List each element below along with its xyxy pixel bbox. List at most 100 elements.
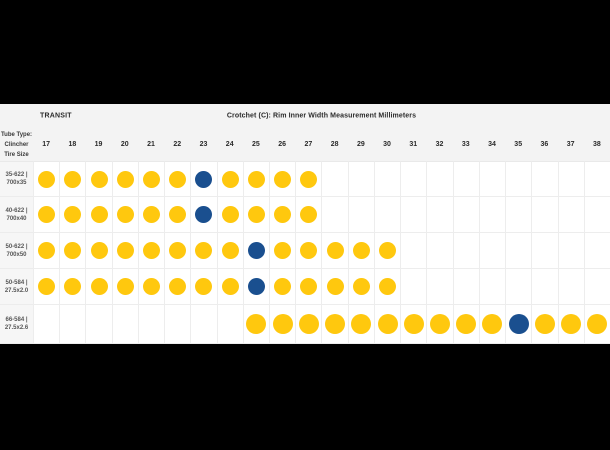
yellow-dot — [90, 170, 108, 188]
compat-cell-27 — [295, 233, 322, 269]
table-row: 50-584 | 27.5x2.0 — [0, 269, 610, 305]
compat-cell-21 — [137, 305, 165, 344]
compat-cell-33 — [452, 197, 479, 233]
compat-cell-19 — [85, 269, 112, 305]
column-header-24: 24 — [225, 141, 234, 148]
yellow-dot — [326, 278, 344, 295]
yellow-dot — [274, 242, 292, 259]
yellow-dot — [90, 206, 108, 223]
yellow-dot — [116, 278, 134, 295]
column-header-22: 22 — [173, 141, 182, 148]
compat-cell-27 — [295, 269, 322, 305]
yellow-dot — [326, 242, 344, 259]
corner-label: Tube Type: Clincher Tire Size — [0, 128, 33, 161]
compat-cell-34 — [478, 233, 506, 269]
yellow-dot — [352, 278, 370, 295]
yellow-dot — [116, 206, 134, 223]
compat-cell-24 — [216, 233, 243, 269]
compat-cell-18 — [59, 161, 86, 197]
yellow-dot — [116, 242, 134, 259]
compat-cell-20 — [111, 161, 138, 197]
blue-dot — [247, 242, 265, 259]
compat-cell-35 — [505, 161, 532, 197]
compat-cell-35 — [505, 233, 532, 269]
yellow-dot — [377, 314, 398, 334]
blue-dot — [195, 170, 213, 188]
yellow-dot — [169, 206, 187, 223]
compat-cell-32 — [426, 233, 453, 269]
column-header-31: 31 — [409, 141, 418, 148]
compat-cell-30 — [373, 269, 401, 305]
compat-cell-32 — [426, 269, 453, 305]
yellow-dot — [38, 170, 56, 188]
compat-cell-37 — [557, 233, 584, 269]
compat-cell-36 — [531, 233, 558, 269]
yellow-dot — [143, 170, 161, 188]
compat-cell-22 — [164, 161, 191, 197]
column-header-37: 37 — [566, 141, 575, 148]
column-header-17: 17 — [42, 141, 50, 148]
yellow-dot — [90, 242, 108, 259]
compat-cell-25 — [242, 233, 270, 269]
series-title: TRANSIT — [40, 112, 72, 120]
compat-cell-25 — [242, 305, 270, 344]
yellow-dot — [38, 206, 56, 223]
compat-cell-25 — [242, 197, 270, 233]
yellow-dot — [143, 206, 161, 223]
yellow-dot — [247, 170, 265, 188]
yellow-dot — [64, 278, 82, 295]
compat-cell-19 — [85, 197, 112, 233]
column-header-32: 32 — [435, 141, 444, 148]
compat-cell-26 — [269, 197, 296, 233]
compat-cell-20 — [111, 233, 138, 269]
yellow-dot — [272, 314, 293, 334]
compat-cell-37 — [557, 269, 584, 305]
compat-cell-33 — [452, 305, 479, 344]
compat-cell-18 — [59, 197, 86, 233]
yellow-dot — [298, 314, 319, 334]
blue-dot — [247, 278, 265, 295]
compat-cell-34 — [478, 269, 506, 305]
compat-cell-18 — [59, 269, 86, 305]
compat-cell-21 — [137, 197, 165, 233]
compat-cell-21 — [137, 233, 165, 269]
blue-dot — [195, 206, 213, 223]
compat-cell-37 — [557, 305, 584, 344]
compat-cell-26 — [269, 269, 296, 305]
compat-cell-23 — [190, 269, 217, 305]
compat-cell-28 — [321, 269, 348, 305]
compat-cell-18 — [59, 305, 86, 344]
yellow-dot — [221, 278, 239, 295]
compat-cell-22 — [164, 197, 191, 233]
column-header-30: 30 — [383, 141, 391, 148]
yellow-dot — [246, 314, 267, 334]
tire-size-row-label: 50-622 | 700x50 — [0, 233, 33, 269]
compat-cell-27 — [295, 197, 322, 233]
bottom-black-bar — [0, 344, 610, 450]
yellow-dot — [38, 242, 56, 259]
compat-cell-33 — [452, 269, 479, 305]
compat-cell-24 — [216, 305, 243, 344]
yellow-dot — [351, 314, 372, 334]
compat-cell-32 — [426, 305, 453, 344]
compat-cell-32 — [426, 161, 453, 197]
compat-cell-33 — [452, 233, 479, 269]
compat-cell-29 — [347, 161, 374, 197]
yellow-dot — [38, 278, 56, 295]
yellow-dot — [116, 170, 134, 188]
compat-cell-36 — [531, 269, 558, 305]
compat-cell-22 — [164, 233, 191, 269]
compat-cell-31 — [400, 197, 427, 233]
compat-cell-27 — [295, 161, 322, 197]
compat-cell-35 — [505, 305, 532, 344]
compat-cell-26 — [269, 161, 296, 197]
yellow-dot — [587, 314, 608, 334]
compat-cell-30 — [373, 197, 401, 233]
compat-cell-36 — [531, 305, 558, 344]
column-header-19: 19 — [94, 141, 103, 148]
compat-cell-31 — [400, 233, 427, 269]
column-header-29: 29 — [356, 141, 365, 148]
chart-header-band: TRANSIT Crotchet (C): Rim Inner Width Me… — [0, 104, 610, 128]
yellow-dot — [482, 314, 503, 334]
